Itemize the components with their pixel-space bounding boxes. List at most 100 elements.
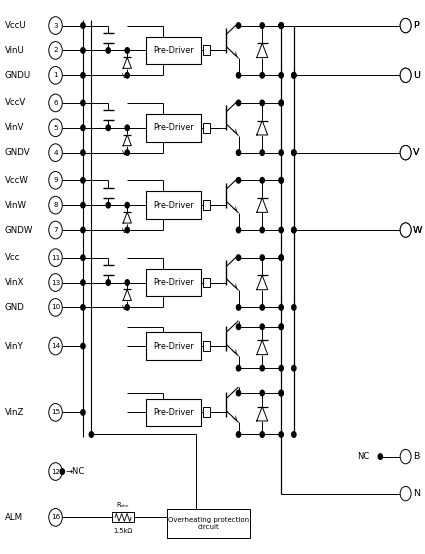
Circle shape	[236, 366, 241, 371]
Text: Pre-Driver: Pre-Driver	[153, 342, 194, 351]
Circle shape	[81, 125, 85, 131]
Text: V₂: V₂	[122, 305, 130, 311]
Circle shape	[236, 432, 241, 437]
Circle shape	[292, 305, 296, 310]
Bar	[203, 123, 210, 133]
Polygon shape	[123, 212, 131, 223]
Circle shape	[125, 202, 129, 208]
Circle shape	[81, 150, 85, 156]
Text: U: U	[413, 71, 420, 80]
Text: 1: 1	[53, 72, 58, 78]
Circle shape	[81, 280, 85, 285]
Circle shape	[125, 73, 129, 78]
Circle shape	[279, 23, 283, 28]
Circle shape	[279, 150, 283, 156]
Text: 12: 12	[51, 469, 60, 475]
Circle shape	[81, 255, 85, 260]
Circle shape	[49, 171, 62, 189]
Circle shape	[60, 469, 65, 474]
Text: V₂: V₂	[122, 150, 130, 156]
Circle shape	[260, 305, 264, 310]
Circle shape	[260, 100, 264, 106]
Circle shape	[260, 432, 264, 437]
Bar	[203, 407, 210, 417]
Circle shape	[279, 177, 283, 183]
Circle shape	[292, 227, 296, 233]
Text: Vcc: Vcc	[5, 253, 20, 262]
Circle shape	[89, 432, 94, 437]
Polygon shape	[257, 121, 268, 135]
Bar	[146, 332, 201, 360]
Circle shape	[279, 432, 283, 437]
Circle shape	[49, 299, 62, 316]
Polygon shape	[123, 290, 131, 300]
Circle shape	[279, 255, 283, 260]
Circle shape	[49, 119, 62, 137]
Circle shape	[378, 454, 382, 459]
Circle shape	[400, 146, 411, 160]
Circle shape	[81, 73, 85, 78]
Text: VccU: VccU	[5, 21, 27, 30]
Circle shape	[292, 150, 296, 156]
Circle shape	[400, 146, 411, 160]
Circle shape	[279, 100, 283, 106]
Circle shape	[400, 18, 411, 33]
Circle shape	[279, 366, 283, 371]
Circle shape	[106, 48, 110, 53]
Text: W: W	[413, 225, 422, 234]
Text: NC: NC	[357, 452, 369, 461]
Circle shape	[260, 366, 264, 371]
Text: →NC: →NC	[65, 467, 85, 476]
Text: V: V	[413, 148, 419, 157]
Bar	[146, 398, 201, 426]
Circle shape	[81, 343, 85, 349]
Circle shape	[400, 223, 411, 237]
Polygon shape	[257, 407, 268, 421]
Circle shape	[279, 324, 283, 330]
Text: GND: GND	[5, 303, 25, 312]
Circle shape	[49, 94, 62, 112]
Circle shape	[292, 366, 296, 371]
Circle shape	[81, 100, 85, 106]
Text: Pre-Driver: Pre-Driver	[153, 201, 194, 209]
Circle shape	[49, 221, 62, 239]
Text: GNDU: GNDU	[5, 71, 31, 80]
Circle shape	[125, 227, 129, 233]
Bar	[203, 45, 210, 55]
Circle shape	[236, 390, 241, 396]
Bar	[146, 191, 201, 219]
Circle shape	[49, 42, 62, 59]
Text: V: V	[413, 148, 419, 157]
Bar	[203, 200, 210, 210]
Text: 1.5kΩ: 1.5kΩ	[113, 527, 133, 534]
Text: VccW: VccW	[5, 176, 29, 185]
Circle shape	[106, 202, 110, 208]
Text: V₂: V₂	[122, 73, 130, 79]
Circle shape	[81, 202, 85, 208]
Bar	[167, 509, 249, 538]
Bar	[146, 37, 201, 64]
Circle shape	[125, 280, 129, 285]
Circle shape	[81, 409, 85, 415]
Circle shape	[279, 23, 283, 28]
Circle shape	[279, 255, 283, 260]
Circle shape	[279, 177, 283, 183]
Circle shape	[279, 73, 283, 78]
Text: P: P	[413, 21, 419, 30]
Circle shape	[49, 17, 62, 34]
Text: 15: 15	[51, 409, 60, 416]
Circle shape	[400, 18, 411, 33]
Circle shape	[292, 73, 296, 78]
Text: ALM: ALM	[5, 513, 23, 522]
Text: VinU: VinU	[5, 46, 25, 55]
Circle shape	[49, 337, 62, 355]
Circle shape	[279, 390, 283, 396]
Text: Rₐₗₘ: Rₐₗₘ	[117, 502, 129, 508]
Polygon shape	[123, 58, 131, 68]
Circle shape	[236, 227, 241, 233]
Text: VinY: VinY	[5, 342, 24, 351]
Text: Pre-Driver: Pre-Driver	[153, 408, 194, 417]
Circle shape	[400, 68, 411, 83]
Bar	[203, 278, 210, 288]
Text: VinW: VinW	[5, 201, 27, 209]
